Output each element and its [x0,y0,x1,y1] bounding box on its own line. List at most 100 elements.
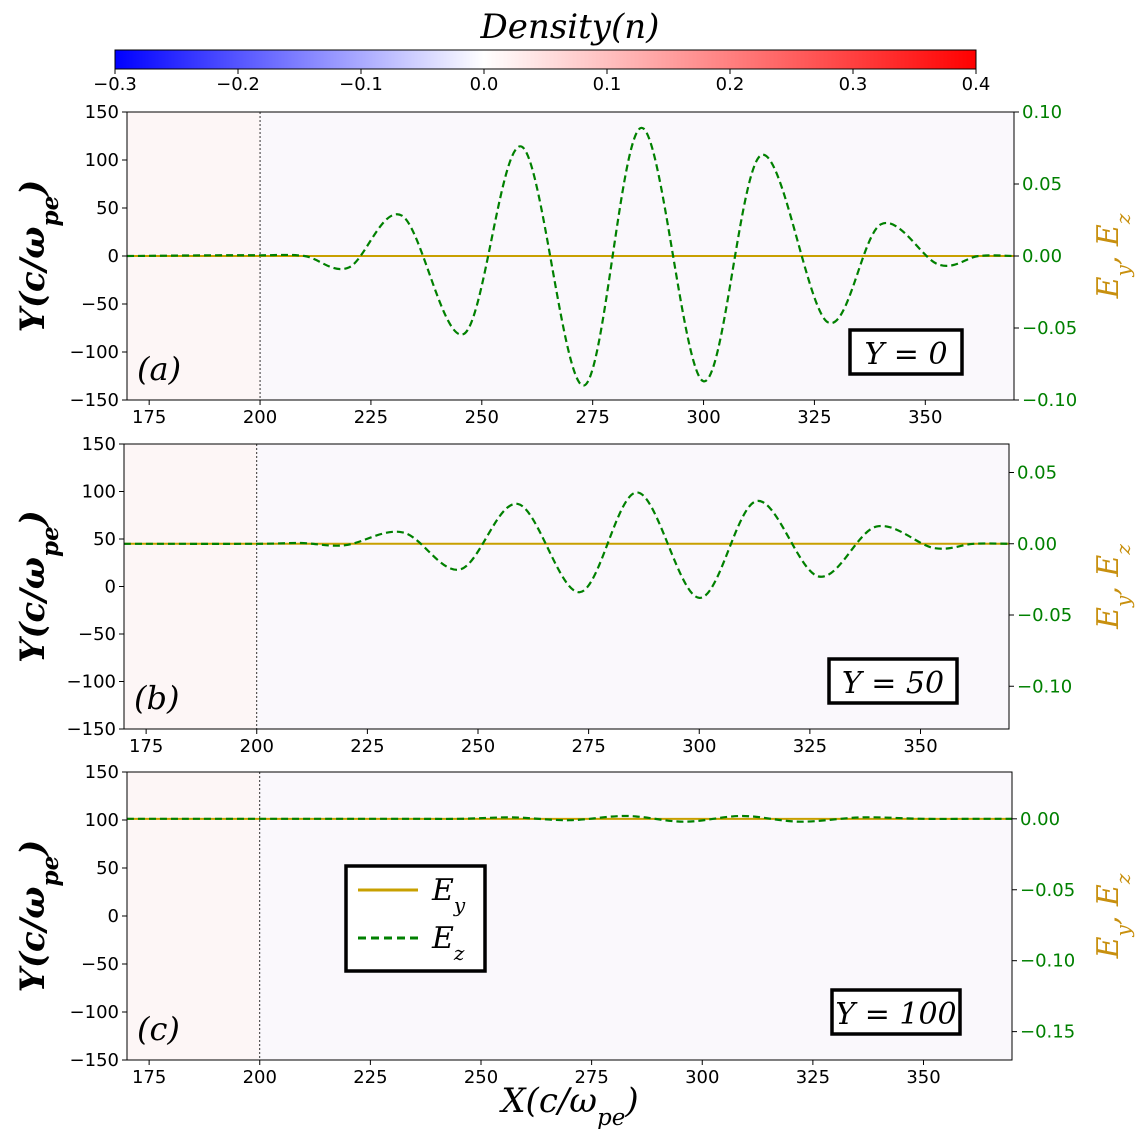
y-tick-label: −100 [67,672,116,693]
panel-a: 175 200 225 250 275 300 325 350 150 100 50 0 −50 −100… [13,102,1135,428]
shaded-region [127,772,260,1060]
colorbar-ticks: −0.3 −0.2 −0.1 0.0 0.1 0.2 0.3 0.4 [93,69,990,95]
right-tick-label: −0.05 [1017,605,1072,626]
x-tick-label: 175 [132,407,166,428]
colorbar-tick-label: −0.2 [216,74,260,95]
y-tick-label: 0 [108,906,119,927]
colorbar-tick-label: 0.4 [962,74,991,95]
colorbar-tick-label: 0.0 [470,74,499,95]
y-tick-label: −100 [70,1002,119,1023]
x-axis-label: X(c/ωpe) [498,1081,638,1129]
x-tick-label: 325 [793,736,827,757]
right-tick-label: −0.15 [1020,1022,1075,1043]
right-axis-label: Ey, Ez [1091,544,1135,630]
x-tick-label: 300 [685,1067,719,1088]
right-tick-label: 0.05 [1017,463,1057,484]
right-tick-label: −0.10 [1017,676,1072,697]
panel-b: 175 200 225 250 275 300 325 350 150 100 50 0 −50 −100… [13,434,1135,757]
x-tick-label: 200 [243,1067,277,1088]
right-axis-label: Ey, Ez [1091,213,1135,299]
right-tick-label: 0.00 [1017,534,1057,555]
y-tick-label: −50 [78,624,116,645]
x-tick-label: 200 [240,736,274,757]
x-tick-label: 225 [354,407,388,428]
right-tick-label: −0.05 [1020,880,1075,901]
x-tick-label: 350 [906,1067,940,1088]
series-ez-line [126,126,1015,387]
series-ez-line [127,814,1012,823]
right-tick-label: 0.05 [1022,174,1062,195]
x-tick-label: 250 [461,736,495,757]
y-tick-label: 50 [96,858,119,879]
y-tick-label: 50 [96,198,119,219]
y-axis-label: Y(c/ωpe) [13,840,64,993]
panel-label: (c) [137,1010,180,1048]
y-axis-label: Y(c/ωpe) [13,180,64,333]
right-tick-label: −0.10 [1022,390,1077,411]
x-tick-label: 350 [903,736,937,757]
colorbar-tick-label: 0.2 [716,74,745,95]
legend-ez-label: Ez [431,921,465,965]
colorbar-tick-label: −0.1 [339,74,383,95]
y-tick-label: −150 [67,719,116,740]
right-tick-label: 0.10 [1022,102,1062,123]
y-tick-label: −100 [70,342,119,363]
y-position-box [830,988,962,1036]
x-tick-label: 175 [129,736,163,757]
x-tick-label: 300 [686,407,720,428]
y-tick-label: 150 [85,762,119,783]
legend-box [344,864,487,973]
panel-c: 175 200 225 250 275 300 325 350 150 100 50 0 −50 −100… [13,762,1135,1088]
colorbar-tick-label: −0.3 [93,74,137,95]
y-tick-label: 100 [85,150,119,171]
colorbar-title: Density(n) [480,7,660,47]
x-tick-label: 225 [353,1067,387,1088]
colorbar-tick-label: 0.3 [839,74,868,95]
series-ez-line [123,491,1010,600]
x-tick-label: 275 [574,1067,608,1088]
panel-label: (a) [137,350,181,388]
right-tick-label: 0.00 [1022,246,1062,267]
x-tick-label: 225 [350,736,384,757]
y-tick-label: 100 [82,482,116,503]
x-tick-label: 200 [243,407,277,428]
y-position-box [848,328,964,376]
y-tick-label: 50 [93,529,116,550]
legend-ey-label: Ey [431,873,466,917]
right-axis-label: Ey, Ez [1091,873,1135,959]
y-axis-label: Y(c/ωpe) [13,510,64,663]
y-tick-label: 150 [82,434,116,455]
y-position-label: Y = 50 [842,666,944,701]
panels: 175 200 225 250 275 300 325 350 150 100 50 0 −50 −100… [13,102,1135,1088]
x-tick-label: 325 [796,1067,830,1088]
x-tick-label: 275 [571,736,605,757]
x-tick-label: 250 [465,407,499,428]
y-tick-label: −150 [70,1050,119,1071]
panel-label: (b) [134,679,179,717]
y-position-label: Y = 0 [864,337,947,372]
y-tick-label: 100 [85,810,119,831]
svg-text:X(c/ωpe): X(c/ωpe) [498,1081,638,1129]
x-tick-label: 350 [908,407,942,428]
y-tick-label: 150 [85,102,119,123]
y-tick-label: 0 [105,577,116,598]
y-tick-label: −150 [70,390,119,411]
y-tick-label: −50 [81,954,119,975]
y-position-box [827,657,959,705]
colorbar: Density(n) −0.3 −0.2 −0.1 0.0 0.1 0.2 0.3 0.4 [93,7,990,95]
y-tick-label: −50 [81,294,119,315]
x-tick-label: 175 [132,1067,166,1088]
y-position-label: Y = 100 [835,997,956,1032]
right-tick-label: −0.10 [1020,951,1075,972]
x-tick-label: 300 [682,736,716,757]
x-tick-label: 250 [464,1067,498,1088]
x-tick-label: 275 [575,407,609,428]
right-tick-label: −0.05 [1022,318,1077,339]
shaded-region [124,444,257,729]
y-tick-label: 0 [108,246,119,267]
colorbar-gradient [114,49,977,70]
colorbar-tick-label: 0.1 [593,74,622,95]
right-tick-label: 0.00 [1020,809,1060,830]
